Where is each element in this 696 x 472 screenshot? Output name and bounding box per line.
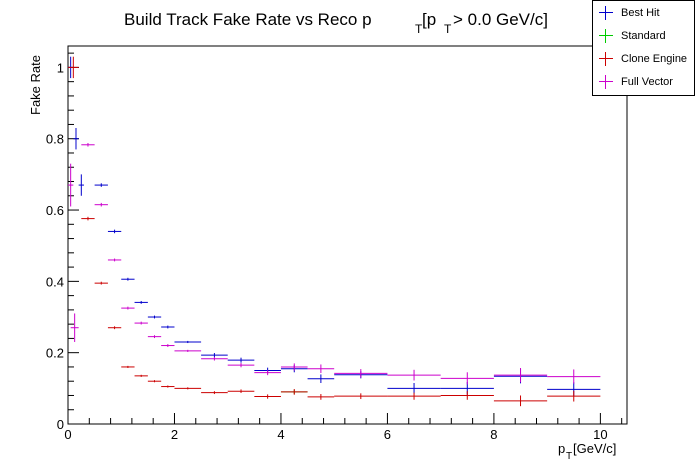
legend-label: Standard [621,30,666,42]
legend-label: Clone Engine [621,53,688,65]
data-point-full-vector [94,202,108,207]
x-axis-label: p T [GeV/c] [558,441,616,462]
data-point-full-vector [147,335,162,339]
series-clone-engine [68,56,601,407]
data-point-clone-engine [174,387,202,390]
title-tail: > 0.0 GeV/c] [453,10,548,29]
data-point-best-hit [78,174,84,196]
data-point-full-vector [387,369,441,381]
data-point-best-hit [107,229,122,234]
legend-item: Clone Engine [597,50,687,68]
data-point-best-hit [227,357,255,363]
data-point-clone-engine [547,390,601,402]
data-marks [68,56,601,407]
data-point-clone-engine [334,393,388,400]
data-point-clone-engine [307,394,335,400]
legend-marker-icon [597,6,615,20]
data-point-full-vector [280,363,308,371]
x-tick-label: 0 [64,427,71,442]
x-axis-label-subscript: T [566,451,572,462]
data-point-full-vector [493,368,548,383]
title-main: Build Track Fake Rate vs Reco p [124,10,372,29]
data-point-clone-engine [387,392,441,400]
x-tick-label: 8 [490,427,497,442]
y-tick-label: 0.6 [46,203,64,218]
data-point-full-vector [161,344,175,347]
data-point-full-vector [547,369,601,384]
y-tick-label: 0.2 [46,346,64,361]
data-point-best-hit [121,277,135,281]
data-point-full-vector [174,349,202,352]
data-point-clone-engine [68,56,79,79]
x-tick-label: 10 [593,427,607,442]
data-point-full-vector [254,370,281,376]
data-point-clone-engine [81,216,95,221]
data-point-best-hit [147,315,162,319]
y-tick-label: 1 [57,60,64,75]
data-point-clone-engine [121,365,135,369]
series-best-hit [68,56,601,397]
data-point-full-vector [121,306,135,310]
legend-item: Best Hit [597,4,660,22]
data-point-full-vector [201,356,228,361]
y-tick-label: 0 [57,417,64,432]
data-point-full-vector [307,364,335,374]
legend-marker-icon [597,75,615,89]
data-point-best-hit [174,340,202,344]
data-point-clone-engine [280,389,308,395]
data-point-best-hit [73,128,79,150]
x-axis-label-main: p [558,441,565,456]
data-point-clone-engine [227,389,255,393]
legend-marker-icon [597,29,615,43]
data-point-best-hit [201,353,228,358]
title-subscript-2: T [444,22,452,36]
x-tick-label: 4 [277,427,284,442]
y-tick-label: 0.4 [46,274,64,289]
data-point-clone-engine [147,380,162,383]
data-point-clone-engine [134,374,148,377]
title-subscript-1: T [415,22,423,36]
data-point-full-vector [81,142,95,147]
legend-item: Full Vector [597,73,673,91]
data-point-best-hit [134,300,148,304]
title-middle: [p [422,10,436,29]
data-point-clone-engine [493,395,548,407]
data-point-full-vector [334,369,388,378]
data-point-clone-engine [161,385,175,388]
plot-frame [67,45,628,425]
data-point-best-hit [94,183,108,187]
legend-item: Standard [597,27,666,45]
data-point-clone-engine [440,391,494,400]
legend-marker-icon [597,52,615,66]
series-full-vector [68,142,601,385]
x-tick-label: 6 [384,427,391,442]
data-point-best-hit [387,382,441,394]
axes: 0 2 4 6 8 10 0 0.2 0.4 0.6 0.8 1 [46,45,628,442]
data-point-clone-engine [94,281,108,285]
data-point-best-hit [161,325,175,329]
data-point-best-hit [307,374,335,383]
data-point-full-vector [440,372,494,385]
data-point-full-vector [68,163,74,207]
data-point-full-vector [70,313,79,342]
legend: Best Hit Standard Clone Engine Full Vector [592,0,695,96]
chart-title: Build Track Fake Rate vs Reco p T [p T >… [124,10,548,36]
data-point-clone-engine [107,326,122,330]
data-point-full-vector [134,321,148,325]
y-tick-label: 0.8 [46,132,64,147]
data-point-full-vector [227,363,255,368]
legend-label: Full Vector [621,76,673,88]
x-tick-label: 2 [171,427,178,442]
y-axis-label: Fake Rate [28,55,43,115]
x-axis-label-unit: [GeV/c] [573,441,616,456]
data-point-full-vector [107,258,122,262]
legend-label: Best Hit [621,7,660,19]
data-point-clone-engine [254,394,281,399]
data-point-clone-engine [201,391,228,395]
